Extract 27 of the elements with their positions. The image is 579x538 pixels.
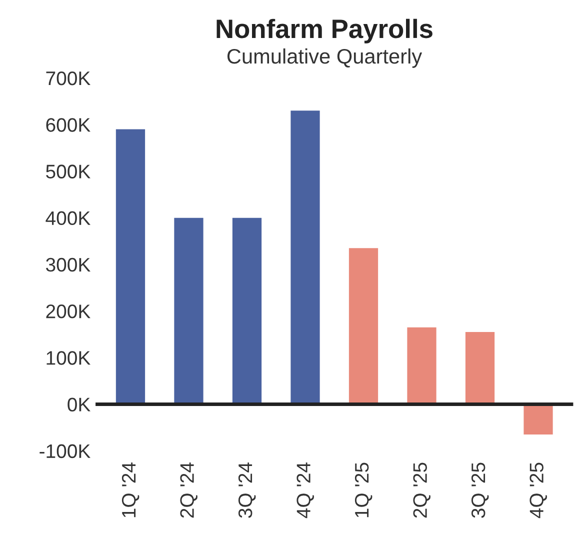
y-tick-label: 600K: [46, 118, 90, 132]
chart-title: Nonfarm Payrolls: [216, 18, 432, 44]
bar: [465, 332, 495, 404]
chart-subtitle: Cumulative Quarterly: [227, 48, 422, 68]
y-tick-label: 200K: [46, 304, 90, 318]
bar: [116, 129, 146, 404]
bar: [290, 110, 320, 404]
x-tick-label: 3Q '24: [238, 462, 256, 518]
x-tick-label: 4Q '25: [530, 462, 547, 518]
y-tick-label: 400K: [46, 211, 90, 226]
y-tick-label: 500K: [46, 164, 90, 178]
x-tick-label: 3Q '25: [471, 462, 489, 518]
bar: [407, 327, 436, 404]
bar: [348, 248, 378, 404]
x-tick-label: 1Q '24: [122, 462, 140, 518]
x-tick-label: 2Q '25: [413, 462, 430, 518]
y-tick-label: 0K: [68, 398, 90, 412]
bar: [232, 218, 262, 404]
y-tick-label: -100K: [40, 444, 90, 458]
bar: [174, 218, 204, 404]
y-tick-label: 300K: [46, 258, 90, 272]
y-tick-label: 100K: [46, 351, 90, 365]
x-tick-label: 1Q '25: [354, 462, 372, 518]
bar: [524, 404, 553, 435]
y-tick-label: 700K: [46, 71, 90, 86]
x-tick-label: 2Q '24: [180, 462, 198, 518]
x-tick-label: 4Q '24: [296, 462, 314, 518]
